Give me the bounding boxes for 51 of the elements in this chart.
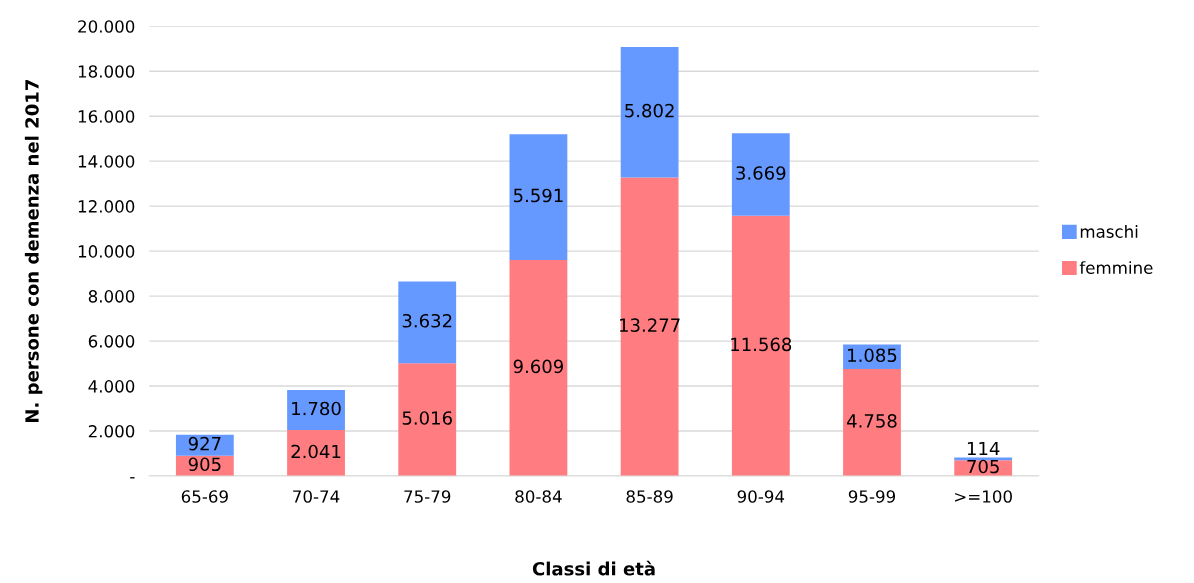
bar (509, 259, 568, 477)
bar (843, 369, 901, 477)
x-tick-label: 90-94 (737, 490, 785, 503)
x-tick-label: 80-84 (515, 490, 562, 503)
legend-label: maschi (1080, 225, 1138, 238)
y-tick-label: 16.000 (78, 110, 135, 123)
data-label: 9.609 (513, 359, 563, 374)
data-label: 2.041 (291, 444, 341, 459)
data-label: 3.632 (402, 313, 452, 328)
y-tick-label: 4.000 (88, 380, 135, 393)
data-label: 705 (967, 459, 999, 474)
x-tick-label: 65-69 (181, 490, 228, 503)
data-label: 3.669 (736, 166, 786, 180)
data-label: 5.591 (513, 188, 563, 203)
x-tick-label: >=100 (955, 490, 1012, 503)
data-label: 927 (188, 436, 221, 451)
y-tick-label: 8.000 (88, 290, 135, 303)
data-label: 114 (967, 441, 1000, 456)
bar (398, 281, 457, 364)
x-tick-label: 70-74 (293, 490, 340, 503)
x-tick-label: 85-89 (626, 490, 673, 503)
x-tick-label: 95-99 (848, 490, 896, 503)
data-label: 905 (188, 457, 221, 472)
data-label: 11.568 (731, 337, 792, 352)
data-label: 4.758 (847, 414, 897, 428)
bar (731, 133, 790, 216)
data-label: 1.085 (848, 348, 897, 363)
bar (509, 134, 568, 260)
data-label: 5.016 (402, 411, 452, 425)
bar (620, 177, 679, 477)
bar (398, 363, 457, 477)
y-tick-label: 12.000 (78, 200, 135, 213)
y-tick-label: 14.000 (78, 155, 135, 168)
data-label: 5.802 (625, 103, 674, 118)
bar (731, 215, 790, 477)
y-axis-title: N. persone con demenza nel 2017 (24, 80, 43, 422)
y-tick-label: 18.000 (78, 65, 135, 78)
x-axis-title: Classi di età (532, 560, 655, 576)
x-tick-label: 75-79 (404, 490, 451, 503)
data-label: 13.277 (620, 318, 680, 332)
bar (287, 430, 345, 477)
bar (620, 46, 679, 178)
y-tick-label: - (130, 477, 135, 479)
bar (175, 434, 234, 456)
data-label: 1.780 (292, 401, 341, 416)
y-tick-label: 20.000 (78, 20, 135, 33)
y-tick-label: 10.000 (78, 245, 135, 258)
bar (287, 390, 345, 431)
legend-label: femmine (1079, 261, 1153, 275)
y-tick-label: 2.000 (88, 425, 135, 438)
y-tick-label: 6.000 (88, 335, 135, 348)
